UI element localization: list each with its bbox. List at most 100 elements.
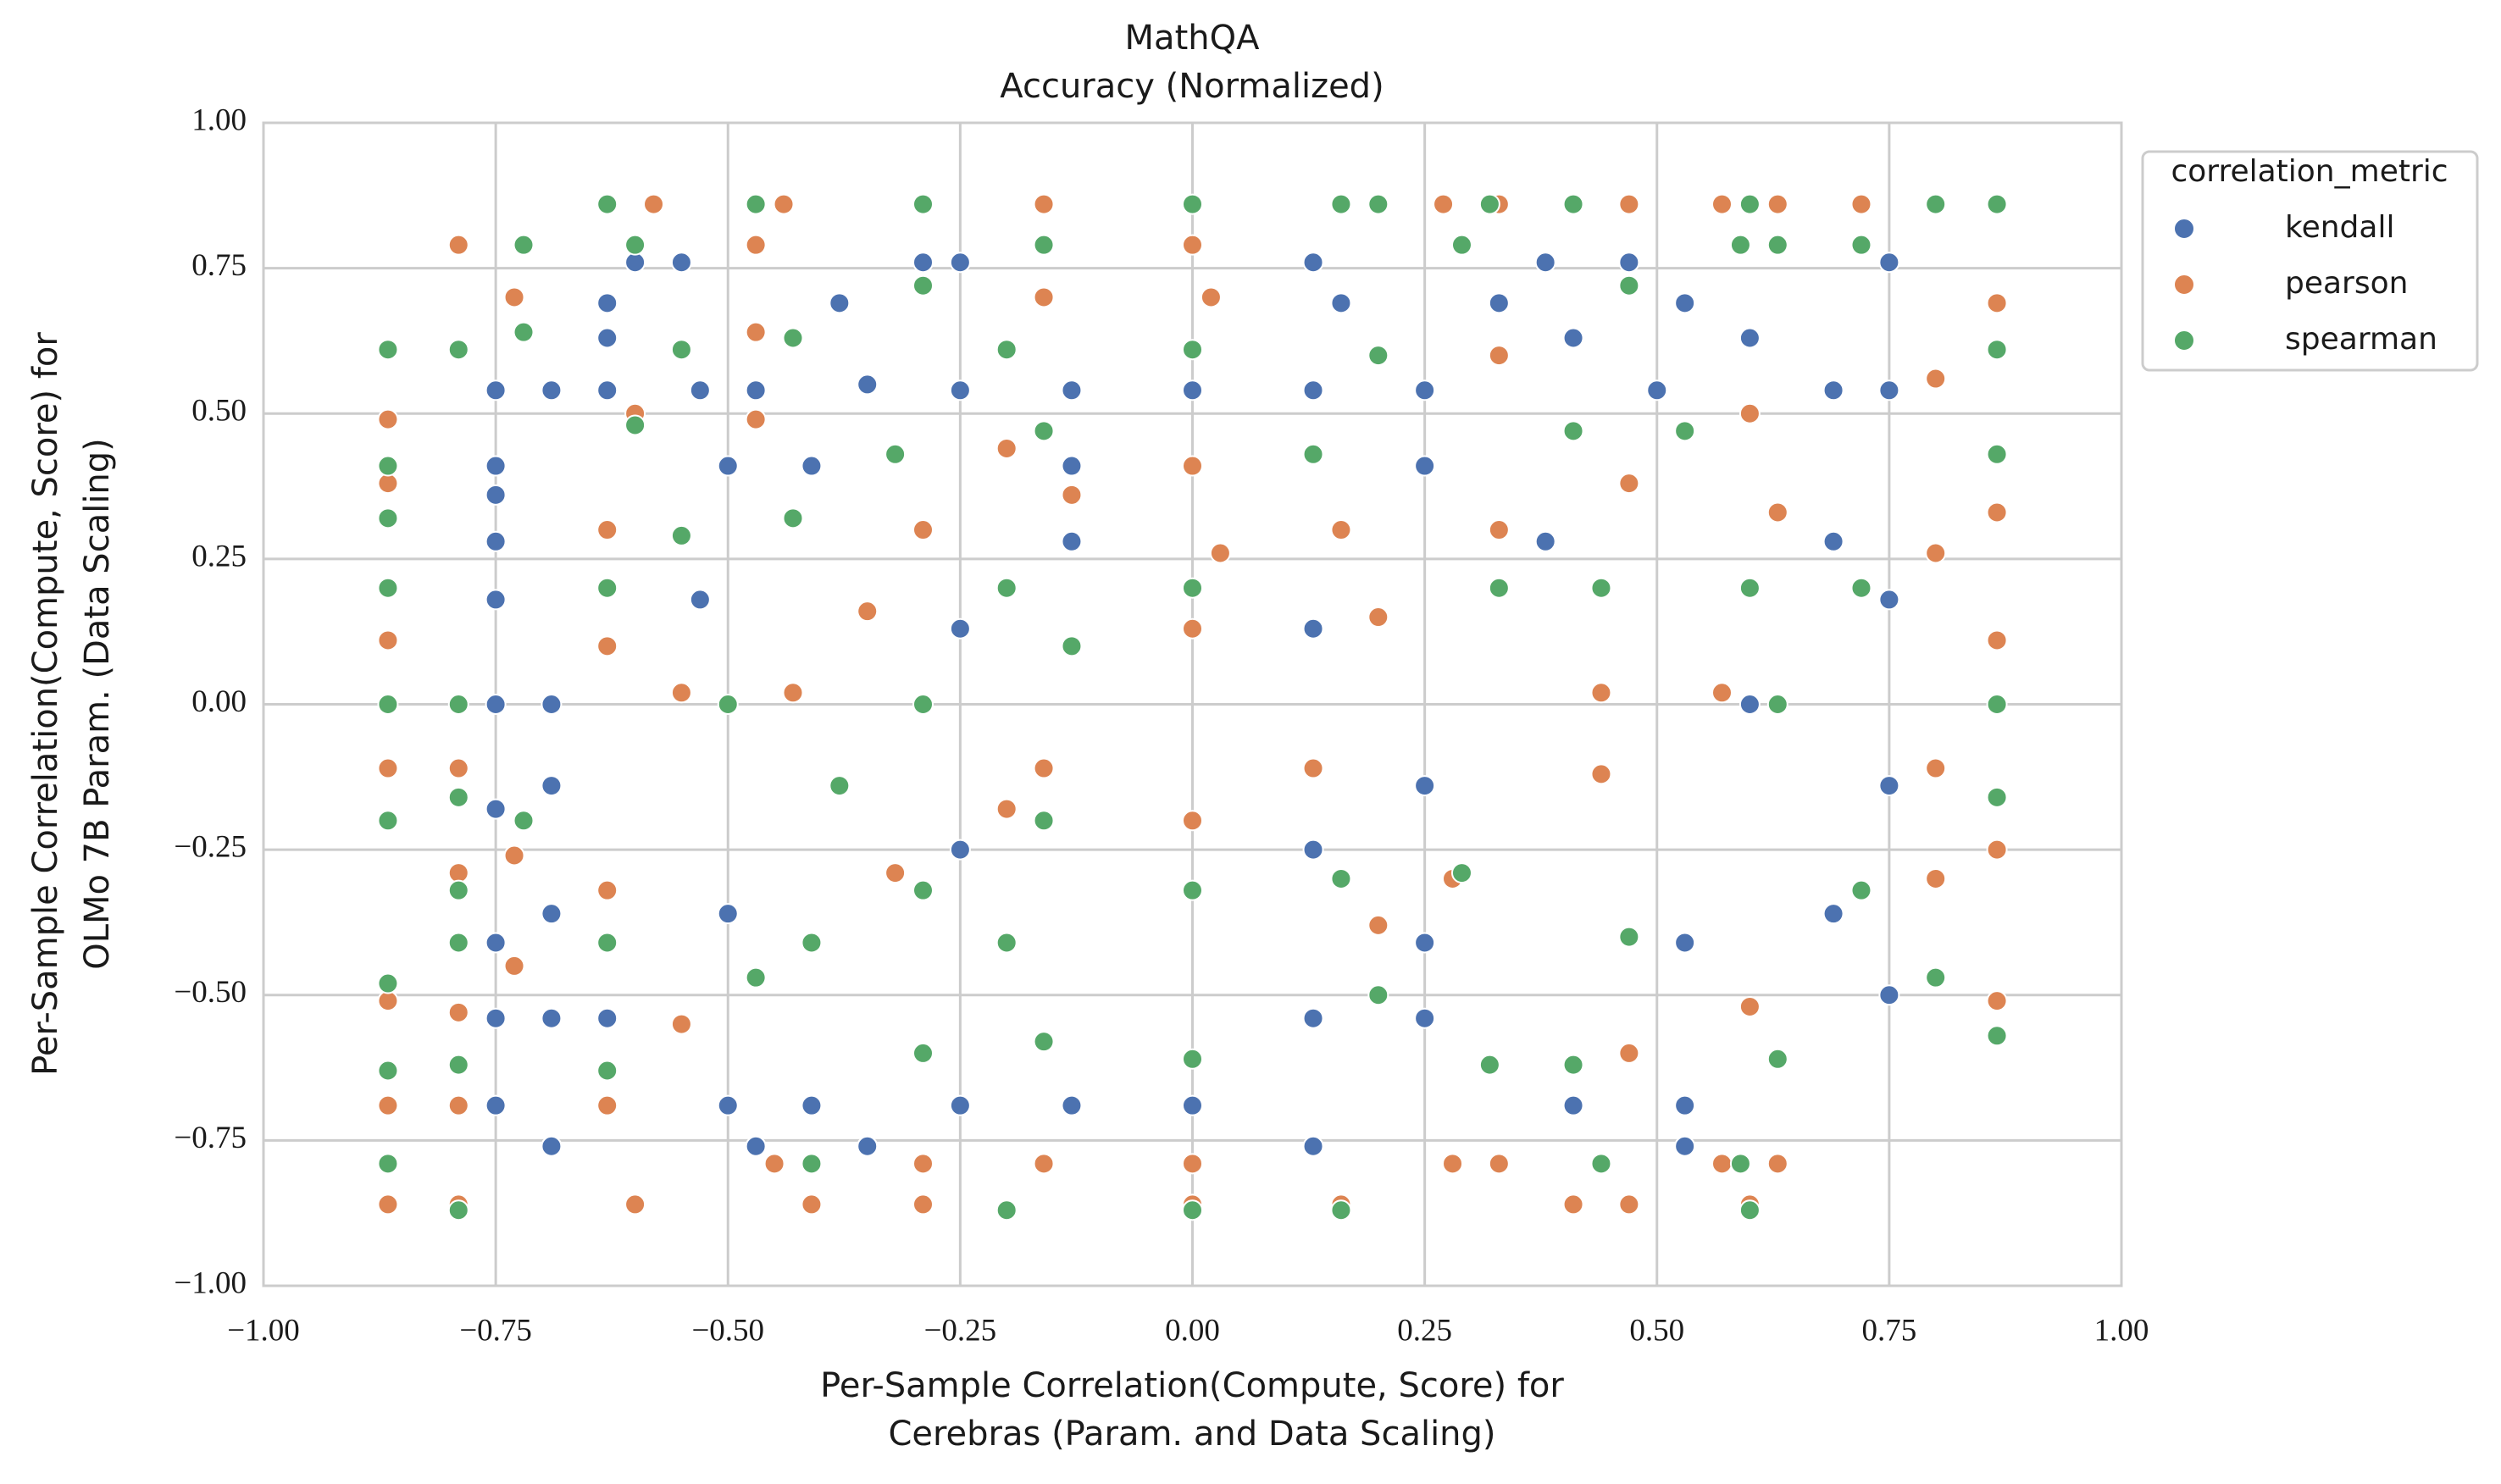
point	[503, 844, 525, 867]
point	[1618, 193, 1640, 215]
point	[513, 321, 535, 343]
legend-marker	[2173, 329, 2195, 352]
point	[485, 932, 507, 954]
point	[1182, 193, 1203, 215]
point	[541, 1007, 563, 1029]
point	[1925, 867, 1947, 889]
point	[377, 1193, 399, 1215]
point	[801, 1193, 823, 1215]
point	[670, 252, 692, 274]
point	[801, 1153, 823, 1175]
point	[1674, 1135, 1696, 1157]
y-tick-label: 0.75	[191, 248, 247, 283]
point	[829, 292, 851, 314]
point	[1986, 629, 2008, 651]
point	[1033, 1153, 1055, 1175]
x-axis-title: Cerebras (Param. and Data Scaling)	[888, 1415, 1495, 1454]
point	[1330, 867, 1352, 889]
point	[1061, 379, 1083, 401]
point	[1488, 519, 1510, 541]
points	[377, 193, 2008, 1221]
point	[745, 379, 767, 401]
point	[773, 193, 795, 215]
legend-marker	[2173, 274, 2195, 296]
point	[1878, 589, 1900, 611]
point	[377, 972, 399, 994]
point	[1330, 1199, 1352, 1221]
point	[596, 879, 618, 901]
point	[485, 530, 507, 552]
point	[949, 617, 971, 640]
y-tick-label: −0.75	[174, 1121, 247, 1155]
point	[884, 862, 907, 884]
point	[1822, 379, 1844, 401]
point	[782, 507, 804, 529]
point	[1850, 577, 1872, 599]
point	[1061, 1094, 1083, 1116]
point	[1488, 577, 1510, 599]
point	[485, 379, 507, 401]
point	[1674, 420, 1696, 442]
legend-label: pearson	[2285, 266, 2408, 301]
x-axis-title: Per-Sample Correlation(Compute, Score) f…	[820, 1366, 1564, 1405]
point	[949, 839, 971, 861]
point	[857, 1135, 879, 1157]
point	[1986, 839, 2008, 861]
point	[447, 339, 469, 361]
point	[670, 682, 692, 704]
point	[1562, 1193, 1584, 1215]
point	[1182, 810, 1203, 832]
point	[670, 339, 692, 361]
point	[801, 455, 823, 477]
point	[1488, 292, 1510, 314]
point	[745, 408, 767, 430]
x-tick-label: 0.00	[1165, 1313, 1220, 1348]
y-axis-title: Per-Sample Correlation(Compute, Score) f…	[26, 332, 65, 1076]
point	[1478, 193, 1500, 215]
point	[1367, 193, 1389, 215]
point	[447, 1094, 469, 1116]
point	[1878, 984, 1900, 1006]
point	[1925, 542, 1947, 564]
point	[1209, 542, 1231, 564]
point	[447, 757, 469, 779]
point	[377, 339, 399, 361]
point	[596, 519, 618, 541]
point	[447, 1199, 469, 1221]
point	[377, 990, 399, 1012]
legend: correlation_metric kendall pearson spearma…	[2141, 150, 2479, 372]
point	[745, 1135, 767, 1157]
legend-marker	[2173, 218, 2195, 240]
point	[624, 234, 646, 256]
point	[1433, 193, 1455, 215]
point	[1061, 635, 1083, 657]
point	[541, 903, 563, 925]
point	[1590, 763, 1612, 785]
point	[949, 379, 971, 401]
point	[624, 414, 646, 436]
point	[912, 879, 934, 901]
point	[596, 1094, 618, 1116]
point	[1302, 252, 1324, 274]
point	[377, 757, 399, 779]
point	[1850, 879, 1872, 901]
point	[1766, 1048, 1788, 1070]
point	[1729, 1153, 1751, 1175]
point	[377, 473, 399, 495]
point	[1182, 1153, 1203, 1175]
point	[1590, 577, 1612, 599]
point	[1590, 682, 1612, 704]
point	[447, 879, 469, 901]
point	[1618, 473, 1640, 495]
point	[995, 577, 1018, 599]
point	[377, 1060, 399, 1082]
point	[1562, 420, 1584, 442]
point	[763, 1153, 785, 1175]
point	[782, 327, 804, 349]
point	[1986, 694, 2008, 715]
point	[1182, 234, 1203, 256]
point	[1711, 1153, 1733, 1175]
point	[1766, 694, 1788, 715]
point	[1033, 810, 1055, 832]
